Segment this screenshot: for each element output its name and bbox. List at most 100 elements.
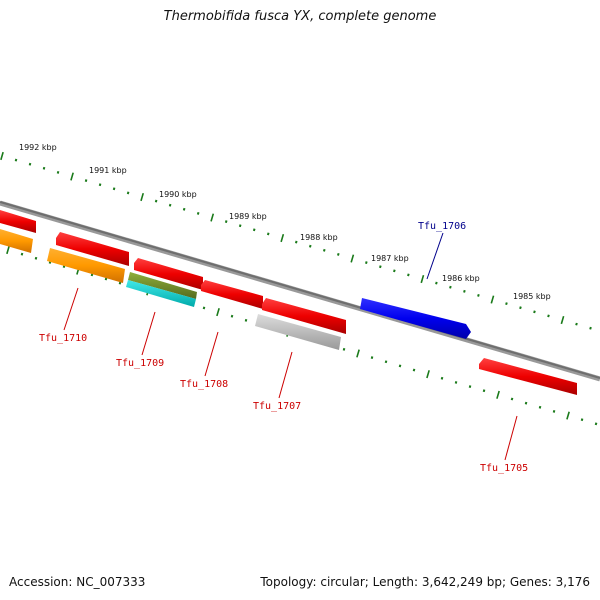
ruler-minor-tick: [168, 203, 172, 207]
gene-arrow-red[interactable]: [0, 210, 36, 233]
ruler-minor-tick: [42, 166, 46, 170]
ruler-minor-tick: [589, 326, 592, 330]
ruler-major-tick: [496, 390, 500, 399]
ruler-major-tick: [420, 274, 425, 284]
leader-line-tfu-1709: [141, 311, 156, 356]
feature-orange[interactable]: [0, 229, 33, 253]
ruler-major-tick: [356, 349, 360, 358]
ruler-minor-tick: [393, 269, 396, 273]
gene-label-tfu-1710[interactable]: Tfu_1710: [39, 333, 87, 344]
ruler-major-tick: [216, 308, 220, 317]
ruler-major-tick: [210, 213, 215, 222]
ruler-minor-tick: [505, 302, 508, 306]
feature-orange-tfu-1710[interactable]: [47, 248, 125, 283]
ruler-minor-tick: [182, 207, 186, 211]
ruler-minor-tick: [98, 183, 102, 187]
ruler-minor-tick: [336, 252, 340, 256]
map-title: Thermobifida fusca YX, complete genome: [163, 9, 437, 24]
ruler-minor-tick: [365, 261, 368, 265]
ruler-minor-tick: [34, 256, 38, 260]
feature-olive-tfu-1709[interactable]: [128, 272, 197, 299]
ruler-label: 1990 kbp: [159, 190, 197, 199]
ruler-minor-tick: [322, 248, 326, 252]
gene-arrow-tfu-1707-cds[interactable]: [262, 298, 346, 334]
gene-arrow-tfu-1705-cds[interactable]: [479, 358, 577, 395]
ruler-minor-tick: [238, 224, 242, 228]
ruler-minor-tick: [435, 281, 438, 285]
ruler-minor-tick: [112, 187, 116, 191]
ruler-minor-tick: [379, 265, 382, 269]
ruler-minor-tick: [519, 306, 522, 310]
ruler-label: 1991 kbp: [89, 166, 127, 175]
feature-cyan-tfu-1709[interactable]: [126, 280, 196, 307]
ruler-minor-tick: [126, 191, 130, 195]
ruler-minor-tick: [510, 397, 514, 401]
ruler-label: 1988 kbp: [300, 233, 338, 242]
ruler-major-tick: [490, 295, 495, 304]
ruler-minor-tick: [477, 293, 480, 297]
ruler-inner-ticks: [6, 245, 598, 426]
ruler-minor-tick: [594, 422, 598, 426]
ruler-minor-tick: [463, 289, 466, 293]
ruler-minor-tick: [468, 385, 472, 389]
ruler-minor-tick: [230, 314, 234, 318]
ruler-minor-tick: [538, 405, 542, 409]
accession-text: Accession: NC_007333: [9, 575, 146, 589]
ruler-minor-tick: [547, 314, 550, 318]
leader-line-tfu-1707: [278, 351, 293, 399]
gene-label-tfu-1707[interactable]: Tfu_1707: [253, 401, 301, 412]
ruler-major-tick: [560, 315, 565, 325]
ruler-minor-tick: [398, 364, 402, 368]
genome-summary-text: Topology: circular; Length: 3,642,249 bp…: [260, 575, 590, 589]
ruler-minor-tick: [407, 273, 410, 277]
gene-arrow-tfu-1710-cds[interactable]: [56, 232, 129, 266]
ruler-major-tick: [426, 370, 430, 379]
ruler-minor-tick: [412, 368, 416, 372]
ruler-minor-tick: [154, 199, 158, 203]
ruler-minor-tick: [224, 220, 228, 224]
ruler-major-tick: [70, 172, 74, 181]
gene-arrow-tfu-1709-cds[interactable]: [134, 258, 203, 290]
ruler-minor-tick: [552, 409, 556, 413]
ruler-major-tick: [140, 192, 145, 202]
ruler-minor-tick: [104, 277, 108, 281]
ruler-minor-tick: [294, 240, 298, 244]
gene-label-tfu-1709[interactable]: Tfu_1709: [116, 358, 164, 369]
ruler-minor-tick: [524, 401, 528, 405]
feature-gray-tfu-1707[interactable]: [255, 314, 341, 350]
ruler-minor-tick: [252, 228, 256, 232]
ruler-minor-tick: [449, 285, 452, 289]
ruler-minor-tick: [440, 376, 444, 380]
gene-label-tfu-1708[interactable]: Tfu_1708: [180, 379, 228, 390]
leader-line-tfu-1705: [504, 415, 518, 461]
ruler-outer-ticks: [0, 151, 592, 330]
ruler-minor-tick: [196, 211, 200, 215]
ruler-minor-tick: [56, 170, 60, 174]
ruler-label: 1985 kbp: [513, 292, 551, 301]
ruler-minor-tick: [84, 179, 88, 183]
leader-line-tfu-1706: [426, 232, 444, 280]
ruler-major-tick: [350, 254, 355, 263]
ruler-minor-tick: [244, 318, 248, 322]
ruler-minor-tick: [482, 389, 486, 393]
ruler-major-tick: [0, 151, 4, 161]
gene-label-tfu-1705[interactable]: Tfu_1705: [480, 463, 528, 474]
ruler-minor-tick: [580, 418, 584, 422]
gene-arrow-tfu-1706[interactable]: [360, 298, 471, 339]
ruler-minor-tick: [575, 322, 578, 326]
gene-label-tfu-1706[interactable]: Tfu_1706: [418, 221, 466, 232]
ruler-minor-tick: [118, 281, 122, 285]
ruler-minor-tick: [342, 347, 346, 351]
leader-line-tfu-1710: [63, 287, 79, 331]
ruler-major-tick: [6, 245, 10, 255]
ruler-label: 1989 kbp: [229, 212, 267, 221]
leader-line-tfu-1708: [204, 331, 219, 377]
ruler-minor-tick: [454, 381, 458, 384]
gene-arrow-tfu-1708-cds[interactable]: [201, 280, 263, 309]
ruler-major-tick: [566, 411, 570, 420]
ruler-minor-tick: [266, 232, 270, 236]
ruler-label: 1992 kbp: [19, 143, 57, 152]
ruler-minor-tick: [20, 252, 24, 256]
ruler-minor-tick: [533, 310, 536, 314]
